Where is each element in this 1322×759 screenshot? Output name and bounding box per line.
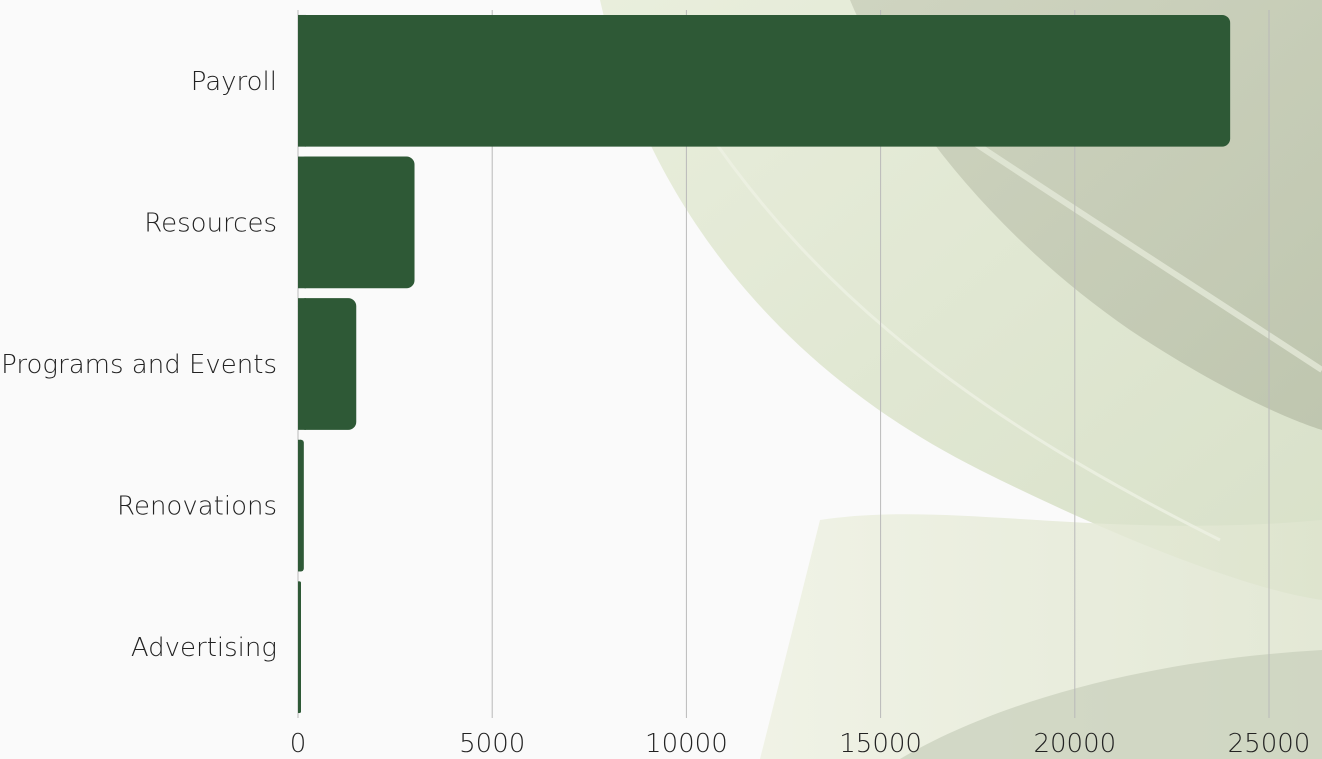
category-label: Advertising xyxy=(131,633,277,663)
x-tick-label: 5000 xyxy=(459,729,525,759)
category-label: Payroll xyxy=(191,67,277,97)
category-label: Resources xyxy=(144,208,277,238)
bar-payroll xyxy=(298,14,1231,147)
category-label: Renovations xyxy=(117,492,277,522)
x-tick-label: 20000 xyxy=(1033,729,1116,759)
bar-edge xyxy=(298,581,300,714)
x-tick-label: 15000 xyxy=(839,729,922,759)
x-tick-label: 0 xyxy=(290,729,307,759)
x-tick-label: 10000 xyxy=(645,729,728,759)
bar-edge xyxy=(298,439,301,572)
bar-programs-and-events xyxy=(298,298,357,430)
bar-layer xyxy=(298,14,1231,714)
bar-edge xyxy=(298,156,306,289)
category-label: Programs and Events xyxy=(1,350,277,380)
bar-edge xyxy=(298,298,306,430)
category-label-layer: Payroll Resources Programs and Events Renov… xyxy=(1,67,277,663)
x-tick-label: 25000 xyxy=(1228,729,1311,759)
bar-edge xyxy=(298,14,306,147)
x-tick-label-layer: 0 5000 10000 15000 20000 25000 xyxy=(290,729,1311,759)
bar-resources xyxy=(298,156,415,289)
